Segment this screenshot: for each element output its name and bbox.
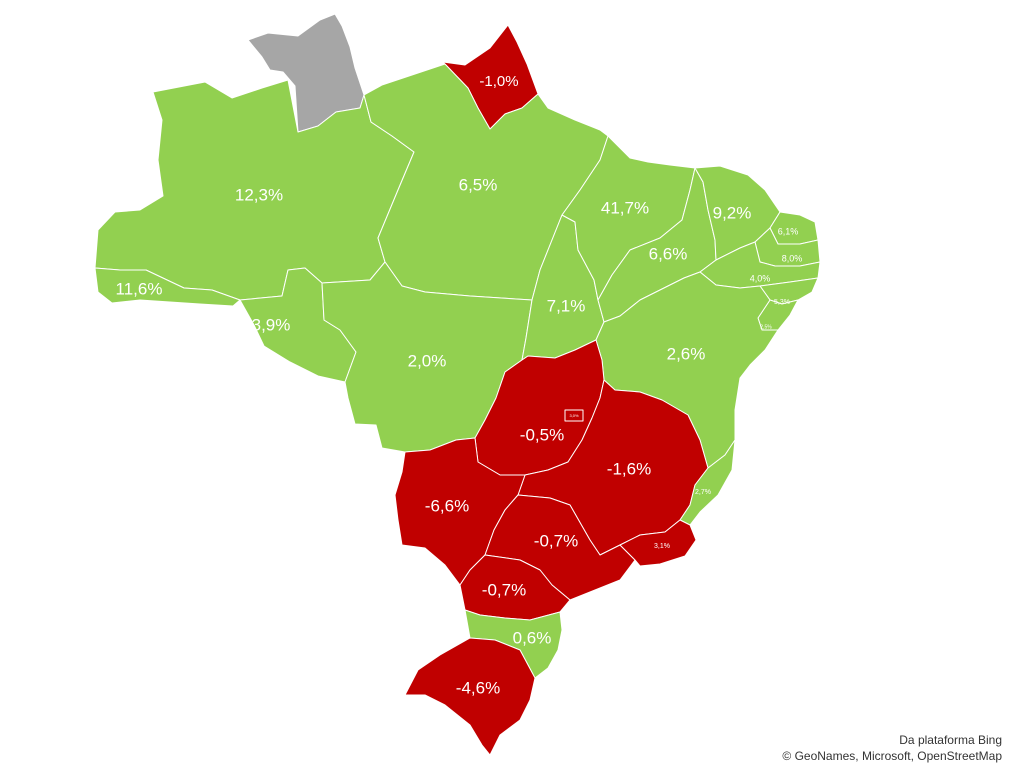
label-go: -0,5% bbox=[520, 425, 564, 444]
attribution-platform: Da plataforma Bing bbox=[899, 733, 1002, 747]
state-rs bbox=[404, 637, 536, 756]
label-es: 2,7% bbox=[695, 489, 711, 496]
label-mt: 2,0% bbox=[408, 351, 447, 370]
label-al: 5,3% bbox=[774, 299, 790, 306]
attribution-sources: © GeoNames, Microsoft, OpenStreetMap bbox=[782, 749, 1002, 763]
label-pa: 6,5% bbox=[459, 175, 498, 194]
label-pi: 6,6% bbox=[649, 244, 688, 263]
label-ap: -1,0% bbox=[479, 73, 518, 90]
label-rn: 6,1% bbox=[778, 226, 799, 236]
label-to: 7,1% bbox=[547, 296, 586, 315]
label-sc: 0,6% bbox=[513, 628, 552, 647]
label-ms: -6,6% bbox=[425, 496, 469, 515]
label-rs: -4,6% bbox=[456, 678, 500, 697]
label-df: 3,0% bbox=[569, 413, 579, 418]
state-sp bbox=[484, 494, 636, 601]
state-df bbox=[564, 409, 584, 422]
label-ba: 2,6% bbox=[667, 344, 706, 363]
label-pb: 8,0% bbox=[782, 253, 803, 263]
state-es bbox=[679, 439, 736, 526]
label-ce: 9,2% bbox=[713, 203, 752, 222]
label-am: 12,3% bbox=[235, 185, 283, 204]
label-ac: 11,6% bbox=[116, 279, 163, 298]
label-ma: 41,7% bbox=[601, 198, 649, 217]
label-pe: 4,0% bbox=[750, 273, 771, 283]
label-rj: 3,1% bbox=[654, 543, 670, 550]
label-sp: -0,7% bbox=[534, 531, 578, 550]
state-ac bbox=[94, 267, 241, 307]
state-rj bbox=[619, 519, 697, 567]
label-pr: -0,7% bbox=[482, 580, 526, 599]
map-attribution: Da plataforma Bing © GeoNames, Microsoft… bbox=[782, 732, 1002, 764]
label-mg: -1,6% bbox=[607, 459, 651, 478]
label-ro: 3,9% bbox=[252, 315, 291, 334]
label-se: 2,5% bbox=[760, 324, 772, 330]
